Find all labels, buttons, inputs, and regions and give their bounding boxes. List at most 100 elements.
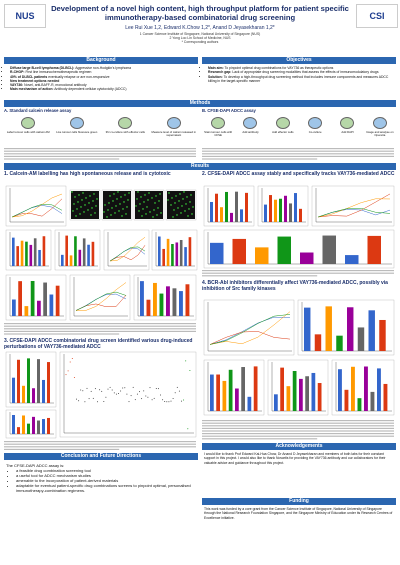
figure-point <box>145 395 147 397</box>
step-label: Add DAPI <box>341 130 354 134</box>
bullet-term: 40% of DLBCL patients <box>10 74 48 79</box>
figure-bar <box>210 374 214 411</box>
figure-frame <box>5 229 52 271</box>
figure-bar <box>179 291 183 316</box>
figure-frame <box>133 274 197 321</box>
figure-bar <box>228 369 233 411</box>
figure-bar <box>61 254 64 266</box>
cell <box>160 212 162 214</box>
step-label: Add effector cells <box>272 130 294 134</box>
figure-bar <box>232 238 246 264</box>
figure-frame <box>267 359 329 416</box>
title: Development of a novel high content, hig… <box>51 4 349 22</box>
figure-bar <box>146 299 151 316</box>
caption-line <box>202 270 394 272</box>
figure-bar <box>166 286 170 316</box>
figure-point <box>157 388 159 390</box>
cell <box>75 215 77 217</box>
step: Add antibody <box>234 115 266 147</box>
caption-line <box>202 430 394 432</box>
bullet-text: To pinpoint optimal drug combinations fo… <box>224 66 334 70</box>
conclusion-item: a feasible drug combination screening to… <box>16 468 196 473</box>
bullet-term: Solution: <box>208 74 223 79</box>
step: Measure level of calcein released in sup… <box>150 115 199 147</box>
cell <box>168 192 170 194</box>
figure-bar <box>69 255 73 266</box>
figure-frame <box>165 189 197 221</box>
method-a-steps: Label tumour cells with calcein AM Live t… <box>4 115 198 147</box>
figure-bar <box>235 191 238 222</box>
figure-point <box>113 392 115 394</box>
cell <box>145 213 147 215</box>
conclusion-item: adaptable for eventual patient-specific … <box>16 483 196 493</box>
cell <box>71 191 73 193</box>
step-label: 3hr co-culture with effector cells <box>105 130 145 134</box>
figure-line <box>317 208 391 218</box>
cell <box>117 191 119 193</box>
bullet-term: Research gap: <box>208 70 232 75</box>
cell <box>138 210 140 212</box>
cell <box>191 213 193 215</box>
figure-bar <box>29 244 33 266</box>
cell <box>108 202 110 204</box>
cell <box>143 201 145 203</box>
figure-bar <box>274 199 277 222</box>
step-icon <box>340 117 355 129</box>
step-icon <box>69 117 84 129</box>
figure-bar <box>317 383 322 411</box>
figure-point <box>168 401 170 403</box>
figure-bar <box>16 246 19 266</box>
section-heading: Objectives <box>202 57 396 64</box>
cell <box>119 203 121 205</box>
caption-line <box>4 148 196 150</box>
figure-line <box>75 295 127 311</box>
figure-point <box>101 390 103 392</box>
authors: Lee Rui Xue 1,2, Edward K.Chow 1,2*, Ana… <box>125 25 275 31</box>
cell <box>170 204 172 206</box>
figure-point <box>134 399 136 401</box>
cell <box>73 203 75 205</box>
figure-bar <box>12 237 15 266</box>
figure-bar <box>286 386 291 411</box>
figure-bar <box>24 306 29 316</box>
step: Live tumour cells fluoresce green <box>53 115 102 147</box>
caption-line <box>202 433 394 435</box>
figure-point <box>126 393 128 395</box>
figure-bar <box>357 398 362 411</box>
figure-bar <box>37 420 40 434</box>
figure-bar <box>38 249 41 266</box>
figure-point <box>185 360 187 362</box>
figure-frame <box>69 189 101 221</box>
figure-bar <box>27 423 30 434</box>
figure-point <box>103 401 105 403</box>
bullet: R-CHOP: First line immunochemotherapeuti… <box>10 70 198 74</box>
figure-bar <box>159 293 164 316</box>
affiliations: 1 Cancer Science Institute of Singapore,… <box>48 32 352 45</box>
figure-bar <box>364 366 368 411</box>
cell <box>158 200 160 202</box>
figure-bar <box>43 282 47 316</box>
step-label: Image and analyse on Operetta <box>366 130 394 138</box>
figure-bar <box>292 370 297 411</box>
figure-line <box>317 193 391 218</box>
caption-line <box>4 325 196 327</box>
caption-line <box>4 153 196 155</box>
step-icon <box>166 117 181 129</box>
logo-left: NUS <box>4 4 46 28</box>
cell <box>72 210 74 212</box>
cell <box>136 198 138 200</box>
figure-bar <box>210 242 224 264</box>
cell <box>111 207 113 209</box>
bullet-text: Lack of appropriate drug screening modal… <box>232 70 379 75</box>
step: Stain tumour cells with CFSE <box>202 115 234 147</box>
figure-bar <box>235 388 239 411</box>
figure-bar <box>153 282 157 316</box>
cell <box>96 198 98 200</box>
bullet-term: R-CHOP: <box>10 70 25 75</box>
figure-point <box>164 400 166 402</box>
figure-bar <box>370 391 375 411</box>
figure-point <box>73 376 75 378</box>
bullet-term: New treatment options needed <box>10 78 60 83</box>
conclusion-intro: The CFSE-DAPI ADCC assay is: <box>6 463 65 468</box>
section-heading: Results <box>4 163 396 170</box>
